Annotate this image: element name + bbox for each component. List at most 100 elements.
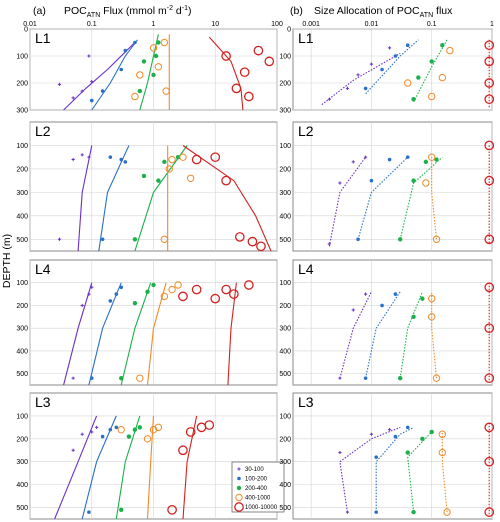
panel-a-data-point [108,427,113,432]
panel-a-data-point [137,88,143,94]
panel-a-data-point [160,292,169,301]
panel-a-data-point [90,80,94,84]
panel-a-data-point [100,237,105,242]
panel-a-data-point [185,427,196,437]
panel-a-data-point [100,89,105,93]
panel-b-ytick-label: 400 [279,482,291,489]
panel-a-data-point [175,154,181,160]
panel-a-letter: (a) [33,5,46,17]
panel-b-data-point [363,155,368,159]
panel-a-series-line [63,282,93,386]
panel-a-station-label: L3 [35,394,51,410]
panel-a-data-point [57,237,62,241]
panel-b-data-point [374,510,379,514]
panel-b-data-point [351,160,355,164]
panel-b-series-line [441,431,448,513]
panel-b-data-point [438,430,447,438]
panel-b-data-point [484,78,495,88]
panel-b-data-point [484,234,495,245]
panel-a-ytick-label: 400 [16,213,28,220]
panel-a-data-point [191,154,202,165]
panel-b-data-point [387,157,392,162]
panel-b-data-point [356,237,360,242]
panel-b-ytick-label: 300 [279,190,291,197]
panel-a-data-point [87,292,91,296]
panel-b-ytick-label: 200 [279,303,291,310]
panel-b-data-point [484,507,495,517]
panel-b-ytick-label: 500 [279,371,291,378]
panel-b-station-label: L3 [298,394,314,410]
panel-a-data-point [191,284,202,295]
panel-b-data-point [351,308,355,312]
panel-a-data-point [108,299,113,303]
panel-b-data-point [420,296,425,301]
panel-b-data-point [484,40,495,51]
panel-b-series-line [321,52,401,106]
panel-a-data-point [87,54,91,58]
panel-a-data-point [168,155,176,164]
panel-a-ytick-label: 300 [16,326,28,333]
panel-b-data-point [484,175,495,186]
panel-b-series-line [365,291,401,379]
panel-a-series-line [208,36,244,111]
panel-a-data-point [71,96,75,100]
panel-a-data-point [71,157,75,162]
panel-b-data-point [393,434,398,439]
panel-b-data-point [404,79,412,87]
panel-b-data-point [484,140,495,151]
panel-b-series-line [365,39,419,95]
panel-b-data-point [411,178,416,183]
panel-b-data-point [432,235,441,243]
panel-a-data-point [119,285,124,290]
panel-a-data-point [156,178,161,183]
panel-a-xtick-label: 0.01 [23,21,37,28]
panel-b-data-point [446,46,454,55]
panel-a-data-point [100,434,105,439]
panel-b-data-point [380,303,384,308]
panel-b-data-point [429,59,434,64]
panel-a-data-point [221,284,231,295]
panel-a-data-point [108,155,113,159]
panel-a-data-point [162,87,170,95]
panel-b-data-point [484,282,495,293]
panel-a-xtick-label: 100 [271,21,283,28]
panel-b-station-frame [292,121,493,252]
panel-b-data-point [405,425,410,430]
panel-b-series-line [413,39,448,103]
panel-a-data-point [114,292,119,296]
panel-a-data-point [162,159,167,165]
panel-a-data-point [154,63,163,71]
panel-a-data-point [256,241,266,252]
panel-b-data-point [484,94,495,105]
panel-a-ytick-label: 200 [16,81,28,88]
panel-b-data-point [393,292,398,296]
panel-b-data-point [327,97,331,101]
panel-b-data-point [422,179,430,187]
panel-b-data-point [429,429,434,435]
panel-b-ytick-label: 500 [279,505,291,512]
panel-b-ytick-label: 300 [279,326,291,333]
panel-a-station-label: L1 [35,30,51,46]
panel-a-data-point [95,425,99,429]
panel-a-data-point [234,232,245,242]
panel-a-series-line [182,415,198,520]
panel-b-data-point [411,314,416,320]
panel-b-data-point [387,428,392,432]
panel-b-data-point [369,62,374,66]
panel-a-ytick-label: 100 [16,413,28,420]
panel-a-data-point [149,44,158,52]
panel-a-data-point [145,289,150,295]
panel-a-data-point [132,300,138,306]
panel-a-data-point [153,53,159,59]
panel-a-data-point [243,91,254,102]
panel-b-series-line [328,156,367,247]
panel-b-ytick-label: 300 [279,108,291,115]
panel-a-ytick-label: 200 [16,303,28,310]
panel-b-data-point [327,242,331,246]
panel-a-data-point [132,427,138,432]
panel-b-data-point [484,422,495,433]
panel-b-station-label: L2 [298,123,314,139]
panel-a-series-line [134,145,188,252]
panel-a-ytick-label: 500 [16,505,28,512]
legend-label: 1000-10000 [245,505,278,511]
